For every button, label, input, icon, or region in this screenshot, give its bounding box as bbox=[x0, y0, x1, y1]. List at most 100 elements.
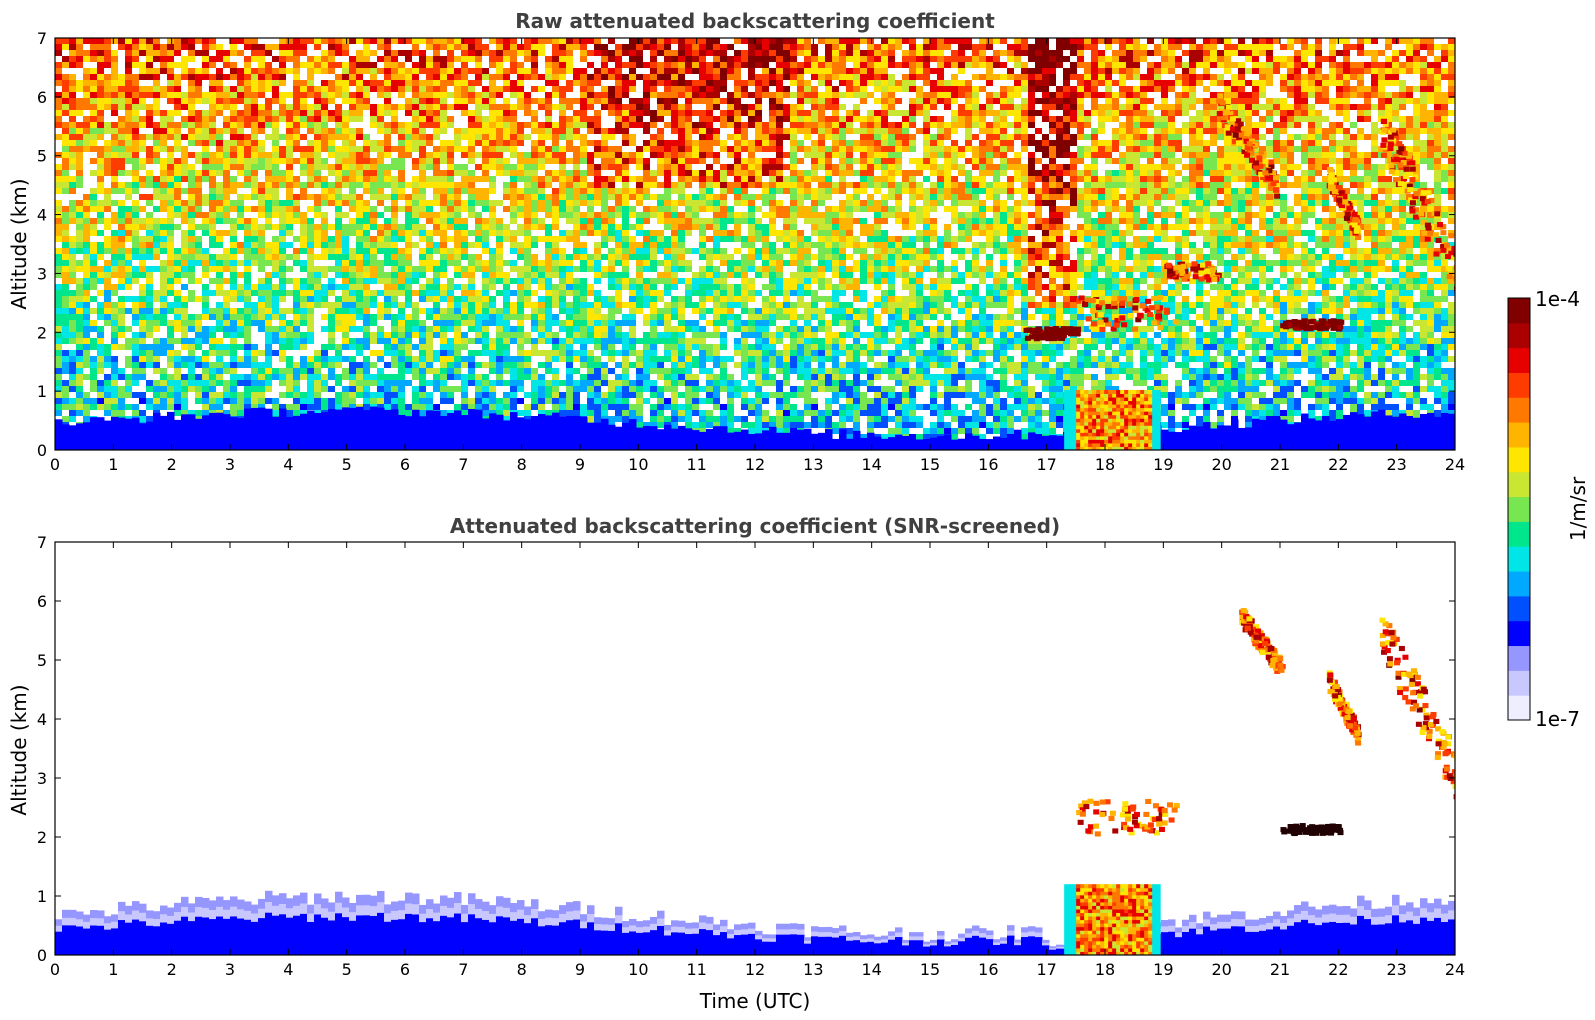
heatmap-cell bbox=[461, 164, 468, 170]
heatmap-cell bbox=[1287, 80, 1294, 86]
heatmap-cell bbox=[902, 140, 909, 146]
heatmap-cell bbox=[895, 152, 902, 158]
heatmap-cell bbox=[671, 98, 678, 104]
heatmap-cell bbox=[1371, 74, 1378, 80]
heatmap-cell bbox=[629, 86, 636, 92]
heatmap-cell bbox=[944, 176, 951, 182]
heatmap-cell bbox=[1217, 164, 1224, 170]
heatmap-cell bbox=[839, 104, 846, 110]
heatmap-cell bbox=[349, 74, 356, 80]
heatmap-cell bbox=[1217, 104, 1224, 110]
heatmap-cell bbox=[195, 176, 202, 182]
heatmap-cell bbox=[76, 158, 83, 164]
heatmap-cell bbox=[272, 164, 279, 170]
heatmap-cell bbox=[1427, 164, 1434, 170]
heatmap-cell bbox=[1322, 182, 1329, 188]
heatmap-cell bbox=[1161, 194, 1168, 200]
heatmap-cell bbox=[97, 218, 104, 224]
heatmap-cell bbox=[1042, 110, 1049, 116]
heatmap-cell bbox=[559, 200, 566, 206]
heatmap-cell bbox=[1105, 182, 1112, 188]
heatmap-cell bbox=[1371, 128, 1378, 134]
heatmap-cell bbox=[181, 44, 188, 50]
heatmap-cell bbox=[1245, 92, 1252, 98]
heatmap-cell bbox=[755, 206, 762, 212]
heatmap-cell bbox=[517, 164, 524, 170]
heatmap-cell bbox=[69, 80, 76, 86]
heatmap-cell bbox=[748, 158, 755, 164]
heatmap-cell bbox=[1049, 62, 1056, 68]
heatmap-cell bbox=[202, 128, 209, 134]
heatmap-cell bbox=[636, 50, 643, 56]
heatmap-cell bbox=[1161, 206, 1168, 212]
heatmap-cell bbox=[1259, 104, 1266, 110]
heatmap-cell bbox=[853, 158, 860, 164]
heatmap-cell bbox=[97, 152, 104, 158]
heatmap-cell bbox=[433, 176, 440, 182]
heatmap-cell bbox=[447, 176, 454, 182]
heatmap-cell bbox=[160, 218, 167, 224]
heatmap-cell bbox=[902, 62, 909, 68]
heatmap-cell bbox=[167, 128, 174, 134]
heatmap-cell bbox=[1392, 170, 1399, 176]
heatmap-cell bbox=[692, 206, 699, 212]
heatmap-cell bbox=[874, 128, 881, 134]
heatmap-cell bbox=[335, 122, 342, 128]
heatmap-cell bbox=[223, 206, 230, 212]
heatmap-cell bbox=[1140, 194, 1147, 200]
heatmap-cell bbox=[811, 152, 818, 158]
heatmap-cell bbox=[1315, 50, 1322, 56]
heatmap-cell bbox=[1252, 188, 1259, 194]
heatmap-cell bbox=[1182, 164, 1189, 170]
heatmap-cell bbox=[265, 152, 272, 158]
heatmap-cell bbox=[615, 104, 622, 110]
heatmap-cell bbox=[1252, 194, 1259, 200]
heatmap-cell bbox=[1014, 56, 1021, 62]
heatmap-cell bbox=[1238, 158, 1245, 164]
heatmap-cell bbox=[279, 158, 286, 164]
heatmap-cell bbox=[1336, 68, 1343, 74]
heatmap-cell bbox=[468, 170, 475, 176]
heatmap-cell bbox=[349, 218, 356, 224]
heatmap-cell bbox=[790, 38, 797, 44]
heatmap-cell bbox=[146, 110, 153, 116]
heatmap-cell bbox=[146, 200, 153, 206]
heatmap-cell bbox=[573, 38, 580, 44]
heatmap-cell bbox=[62, 206, 69, 212]
heatmap-cell bbox=[300, 104, 307, 110]
heatmap-cell bbox=[608, 182, 615, 188]
heatmap-cell bbox=[727, 218, 734, 224]
heatmap-cell bbox=[937, 194, 944, 200]
heatmap-cell bbox=[1371, 188, 1378, 194]
heatmap-cell bbox=[678, 134, 685, 140]
heatmap-cell bbox=[510, 86, 517, 92]
heatmap-cell bbox=[111, 188, 118, 194]
heatmap-cell bbox=[951, 122, 958, 128]
heatmap-cell bbox=[1357, 44, 1364, 50]
heatmap-cell bbox=[1294, 62, 1301, 68]
heatmap-cell bbox=[1091, 134, 1098, 140]
heatmap-cell bbox=[958, 212, 965, 218]
heatmap-cell bbox=[433, 170, 440, 176]
heatmap-cell bbox=[1028, 188, 1035, 194]
heatmap-cell bbox=[825, 92, 832, 98]
heatmap-cell bbox=[1252, 92, 1259, 98]
heatmap-cell bbox=[272, 122, 279, 128]
heatmap-cell bbox=[804, 182, 811, 188]
heatmap-cell bbox=[1063, 80, 1070, 86]
heatmap-cell bbox=[1126, 152, 1133, 158]
heatmap-cell bbox=[566, 182, 573, 188]
heatmap-cell bbox=[111, 134, 118, 140]
heatmap-cell bbox=[1049, 104, 1056, 110]
heatmap-cell bbox=[1147, 212, 1154, 218]
heatmap-cell bbox=[1301, 206, 1308, 212]
heatmap-cell bbox=[783, 218, 790, 224]
heatmap-cell bbox=[286, 158, 293, 164]
heatmap-cell bbox=[580, 98, 587, 104]
heatmap-cell bbox=[426, 152, 433, 158]
heatmap-cell bbox=[566, 50, 573, 56]
heatmap-cell bbox=[846, 140, 853, 146]
heatmap-cell bbox=[335, 200, 342, 206]
heatmap-cell bbox=[160, 140, 167, 146]
heatmap-cell bbox=[573, 68, 580, 74]
